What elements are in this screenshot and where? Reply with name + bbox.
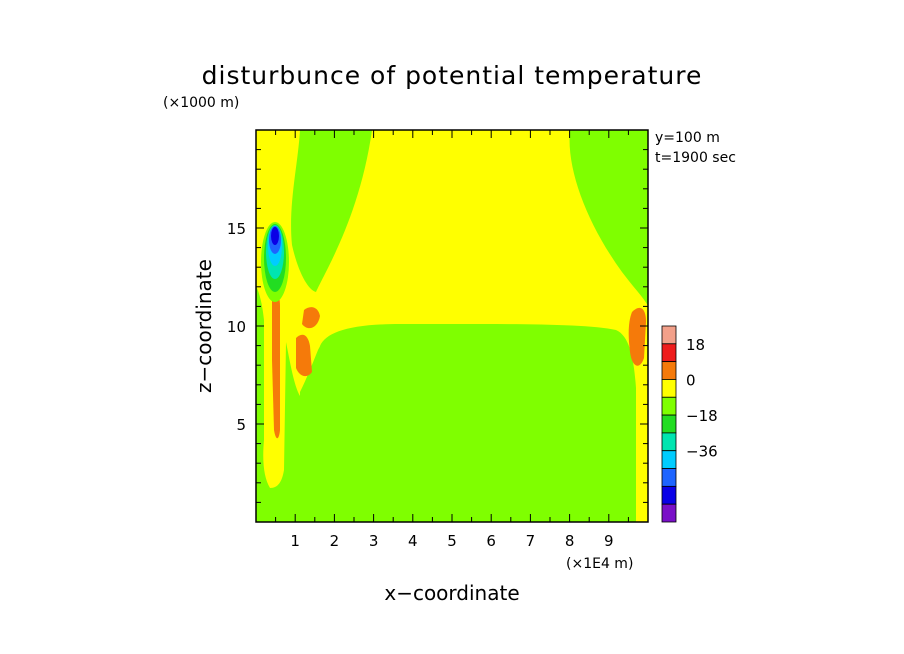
x-tick-label: 1 [290, 532, 300, 550]
field-band-green-lower [300, 326, 636, 522]
colorbar-swatch [661, 503, 677, 523]
y-axis-label: z−coordinate [192, 259, 216, 393]
field-band-orange-left-lobe [296, 334, 312, 377]
colorbar-tick-label: 0 [686, 371, 696, 389]
x-tick-label: 8 [565, 532, 575, 550]
chart-title: disturbunce of potential temperature [202, 61, 703, 90]
colorbar-swatch [661, 379, 677, 398]
colorbar-swatch [661, 361, 677, 380]
x-tick-label: 7 [526, 532, 536, 550]
y-unit-label: (×1000 m) [163, 95, 239, 111]
colorbar-tick-label: 18 [686, 336, 705, 354]
x-unit-label: (×1E4 m) [566, 556, 633, 572]
field-band-orange-left-upper [302, 307, 320, 329]
colorbar-swatch [661, 432, 677, 452]
x-tick-label: 6 [486, 532, 496, 550]
field-band-yellow [256, 130, 648, 522]
x-tick-label: 2 [330, 532, 340, 550]
colorbar-swatch [661, 325, 677, 345]
x-tick-label: 4 [408, 532, 418, 550]
colorbar-swatch [661, 414, 677, 434]
colorbar-swatch [661, 485, 677, 505]
colorbar-swatch [661, 343, 677, 363]
colorbar-tick-label: −36 [686, 443, 718, 461]
annotation-y: y=100 m [655, 130, 720, 146]
field-band-orange-right-lobe [628, 307, 646, 366]
y-tick-label: 10 [227, 318, 246, 336]
field-band-green-left [256, 300, 262, 522]
colorbar-tick-label: −18 [686, 407, 718, 425]
colorbar-swatch [661, 396, 677, 416]
y-axis-ticks: 5 10 15 [227, 149, 648, 503]
annotation-t: t=1900 sec [655, 150, 736, 166]
colorbar-swatch [661, 450, 677, 469]
x-axis-ticks: 1 2 3 4 5 6 7 8 9 [275, 130, 629, 550]
colorbar: 18 0 −18 −36 [661, 325, 718, 523]
x-tick-label: 3 [369, 532, 379, 550]
y-tick-label: 15 [227, 220, 246, 238]
contour-field [256, 130, 648, 522]
x-tick-label: 9 [604, 532, 614, 550]
field-band-orange-column [272, 294, 280, 439]
field-band-darkblue-core [271, 227, 279, 245]
y-tick-label: 5 [236, 416, 246, 434]
x-axis-label: x−coordinate [384, 581, 519, 605]
colorbar-swatch [661, 468, 677, 487]
x-tick-label: 5 [447, 532, 457, 550]
